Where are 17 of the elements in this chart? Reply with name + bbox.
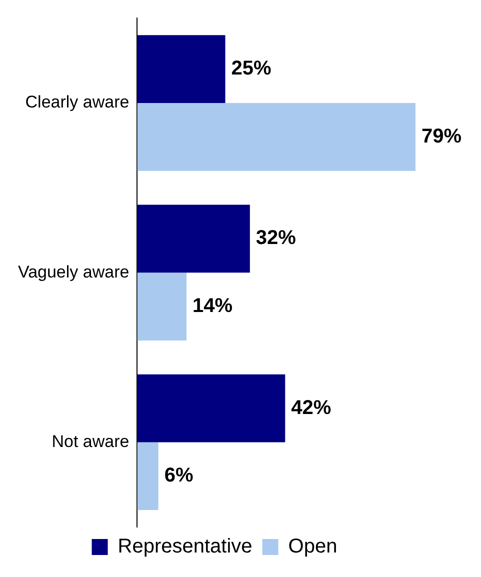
legend-label: Open [288, 536, 338, 558]
y-tick-label: Vaguely aware [18, 262, 130, 282]
data-label: 6% [164, 464, 194, 487]
bar [137, 442, 158, 510]
bar [137, 103, 416, 171]
data-label: 42% [291, 396, 332, 419]
bar [137, 272, 187, 340]
data-label: 25% [231, 58, 272, 80]
bar [137, 204, 250, 273]
bar [137, 35, 226, 103]
legend-label: Representative [118, 536, 252, 558]
bar [137, 374, 286, 442]
data-label: 14% [192, 295, 233, 318]
data-label: 32% [256, 227, 296, 250]
y-tick-label: Clearly aware [25, 92, 130, 112]
data-label: 79% [421, 125, 462, 148]
y-tick-label: Not aware [52, 432, 130, 451]
